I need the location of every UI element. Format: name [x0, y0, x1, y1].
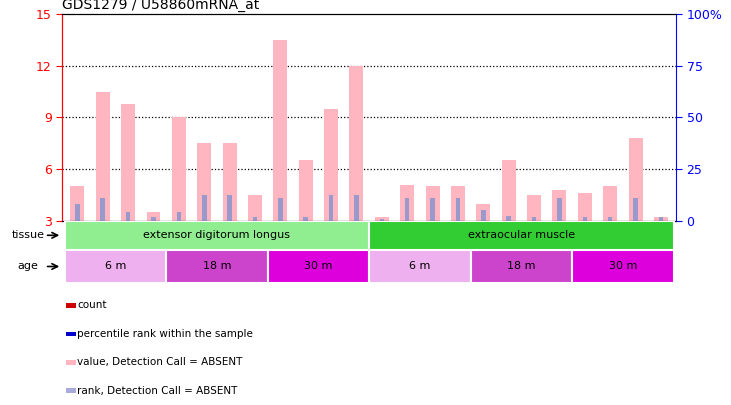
Bar: [369, 221, 674, 250]
Bar: [227, 195, 232, 221]
Bar: [268, 250, 369, 283]
Bar: [553, 190, 567, 221]
Text: 6 m: 6 m: [409, 262, 431, 271]
Bar: [75, 204, 80, 221]
Bar: [603, 186, 617, 221]
Bar: [659, 217, 663, 221]
Bar: [64, 250, 166, 283]
Text: 18 m: 18 m: [202, 262, 231, 271]
Bar: [202, 195, 207, 221]
Text: 18 m: 18 m: [507, 262, 536, 271]
Bar: [197, 143, 211, 221]
Bar: [477, 204, 491, 221]
Text: extraocular muscle: extraocular muscle: [468, 230, 575, 240]
Text: extensor digitorum longus: extensor digitorum longus: [143, 230, 290, 240]
Bar: [608, 217, 613, 221]
Bar: [66, 360, 76, 364]
Bar: [66, 388, 76, 393]
Bar: [583, 217, 587, 221]
Bar: [151, 217, 156, 221]
Bar: [303, 217, 308, 221]
Bar: [278, 198, 283, 221]
Text: rank, Detection Call = ABSENT: rank, Detection Call = ABSENT: [77, 386, 238, 396]
Bar: [299, 160, 313, 221]
Bar: [527, 195, 541, 221]
Text: percentile rank within the sample: percentile rank within the sample: [77, 329, 253, 339]
Text: 30 m: 30 m: [304, 262, 333, 271]
Bar: [96, 92, 110, 221]
Text: value, Detection Call = ABSENT: value, Detection Call = ABSENT: [77, 357, 243, 367]
Bar: [557, 198, 561, 221]
Bar: [531, 217, 537, 221]
Bar: [273, 40, 287, 221]
Bar: [633, 198, 638, 221]
Bar: [375, 217, 389, 221]
Text: age: age: [18, 262, 39, 271]
Bar: [166, 250, 268, 283]
Bar: [355, 195, 359, 221]
Bar: [401, 185, 414, 221]
Bar: [223, 143, 237, 221]
Bar: [70, 186, 84, 221]
Bar: [324, 109, 338, 221]
Bar: [629, 138, 643, 221]
Bar: [126, 212, 130, 221]
Bar: [425, 186, 439, 221]
Bar: [146, 212, 161, 221]
Text: count: count: [77, 301, 107, 310]
Bar: [501, 160, 515, 221]
Bar: [172, 117, 186, 221]
Bar: [64, 221, 369, 250]
Bar: [405, 198, 409, 221]
Bar: [507, 215, 511, 221]
Text: 6 m: 6 m: [105, 262, 126, 271]
Text: GDS1279 / U58860mRNA_at: GDS1279 / U58860mRNA_at: [62, 0, 260, 12]
Bar: [253, 217, 257, 221]
Bar: [177, 212, 181, 221]
Bar: [369, 250, 471, 283]
Bar: [66, 303, 76, 308]
Bar: [349, 66, 363, 221]
Bar: [455, 198, 461, 221]
Bar: [329, 195, 333, 221]
Bar: [471, 250, 572, 283]
Bar: [379, 219, 384, 221]
Text: tissue: tissue: [12, 230, 45, 240]
Bar: [66, 332, 76, 336]
Bar: [248, 195, 262, 221]
Bar: [121, 104, 135, 221]
Text: 30 m: 30 m: [609, 262, 637, 271]
Bar: [451, 186, 465, 221]
Bar: [431, 198, 435, 221]
Bar: [100, 198, 105, 221]
Bar: [654, 217, 668, 221]
Bar: [577, 193, 592, 221]
Bar: [481, 211, 485, 221]
Bar: [572, 250, 674, 283]
